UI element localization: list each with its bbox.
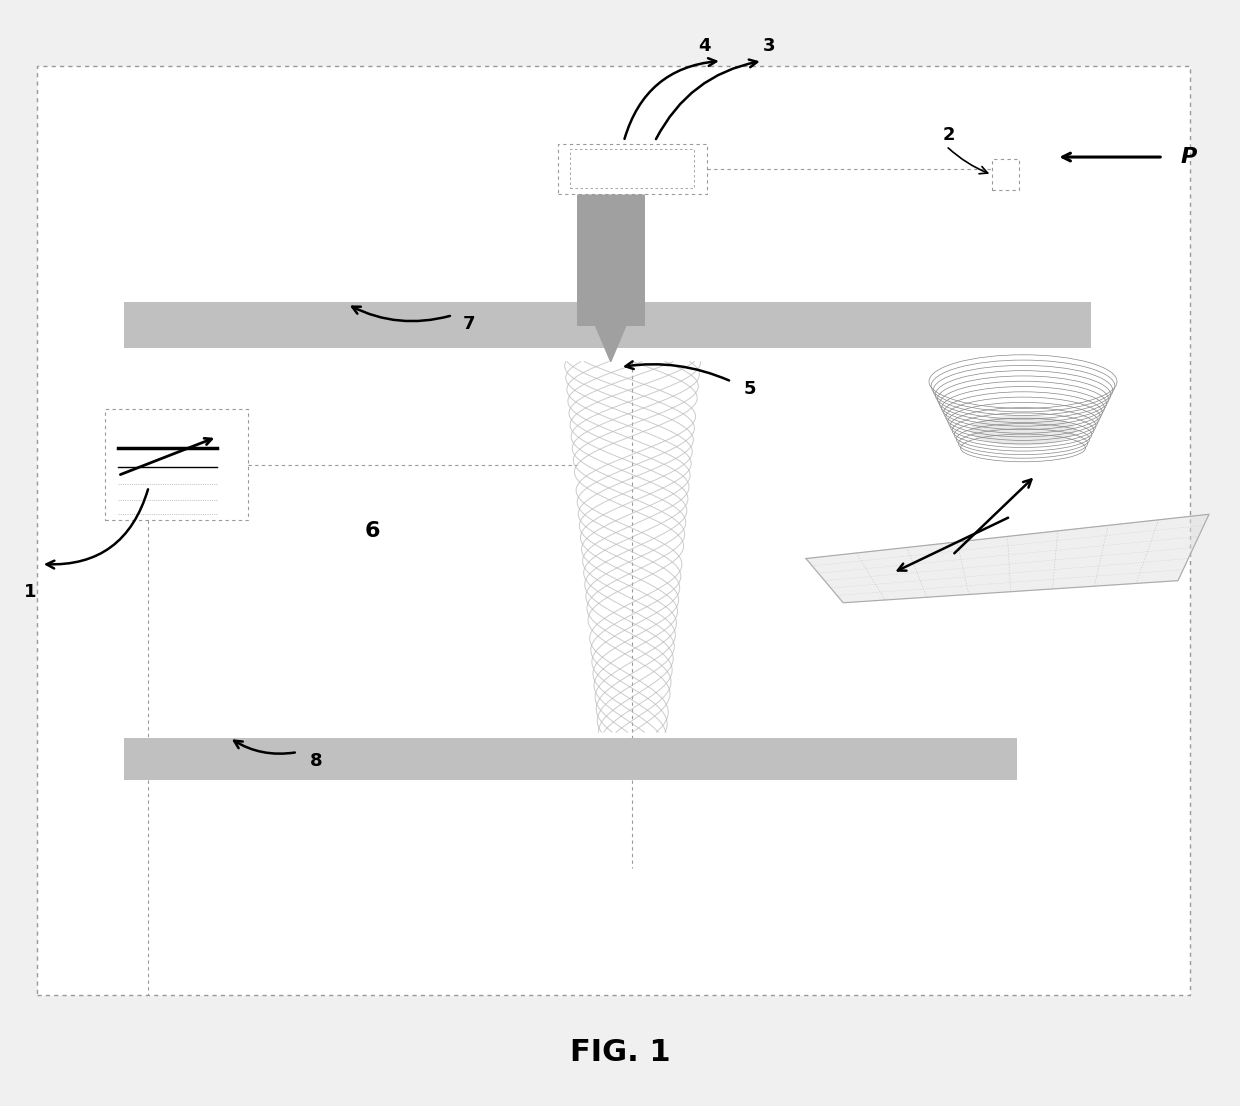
Bar [577,149,645,326]
Bar [37,66,1190,995]
Text: P: P [1180,147,1197,167]
Bar [124,738,1017,780]
Bar [558,144,707,194]
Text: 2: 2 [942,126,955,144]
Bar [124,302,1091,348]
Ellipse shape [970,415,1076,446]
Text: 7: 7 [463,315,475,333]
Text: 3: 3 [763,38,775,55]
Text: 4: 4 [698,38,711,55]
Polygon shape [596,326,626,362]
Polygon shape [806,514,1209,603]
Text: FIG. 1: FIG. 1 [569,1039,671,1067]
Text: 8: 8 [310,752,322,770]
Bar [992,159,1019,190]
Bar [570,149,694,188]
Text: 6: 6 [365,521,379,541]
Text: 5: 5 [744,380,756,398]
Text: 1: 1 [24,583,36,601]
Bar [105,409,248,520]
